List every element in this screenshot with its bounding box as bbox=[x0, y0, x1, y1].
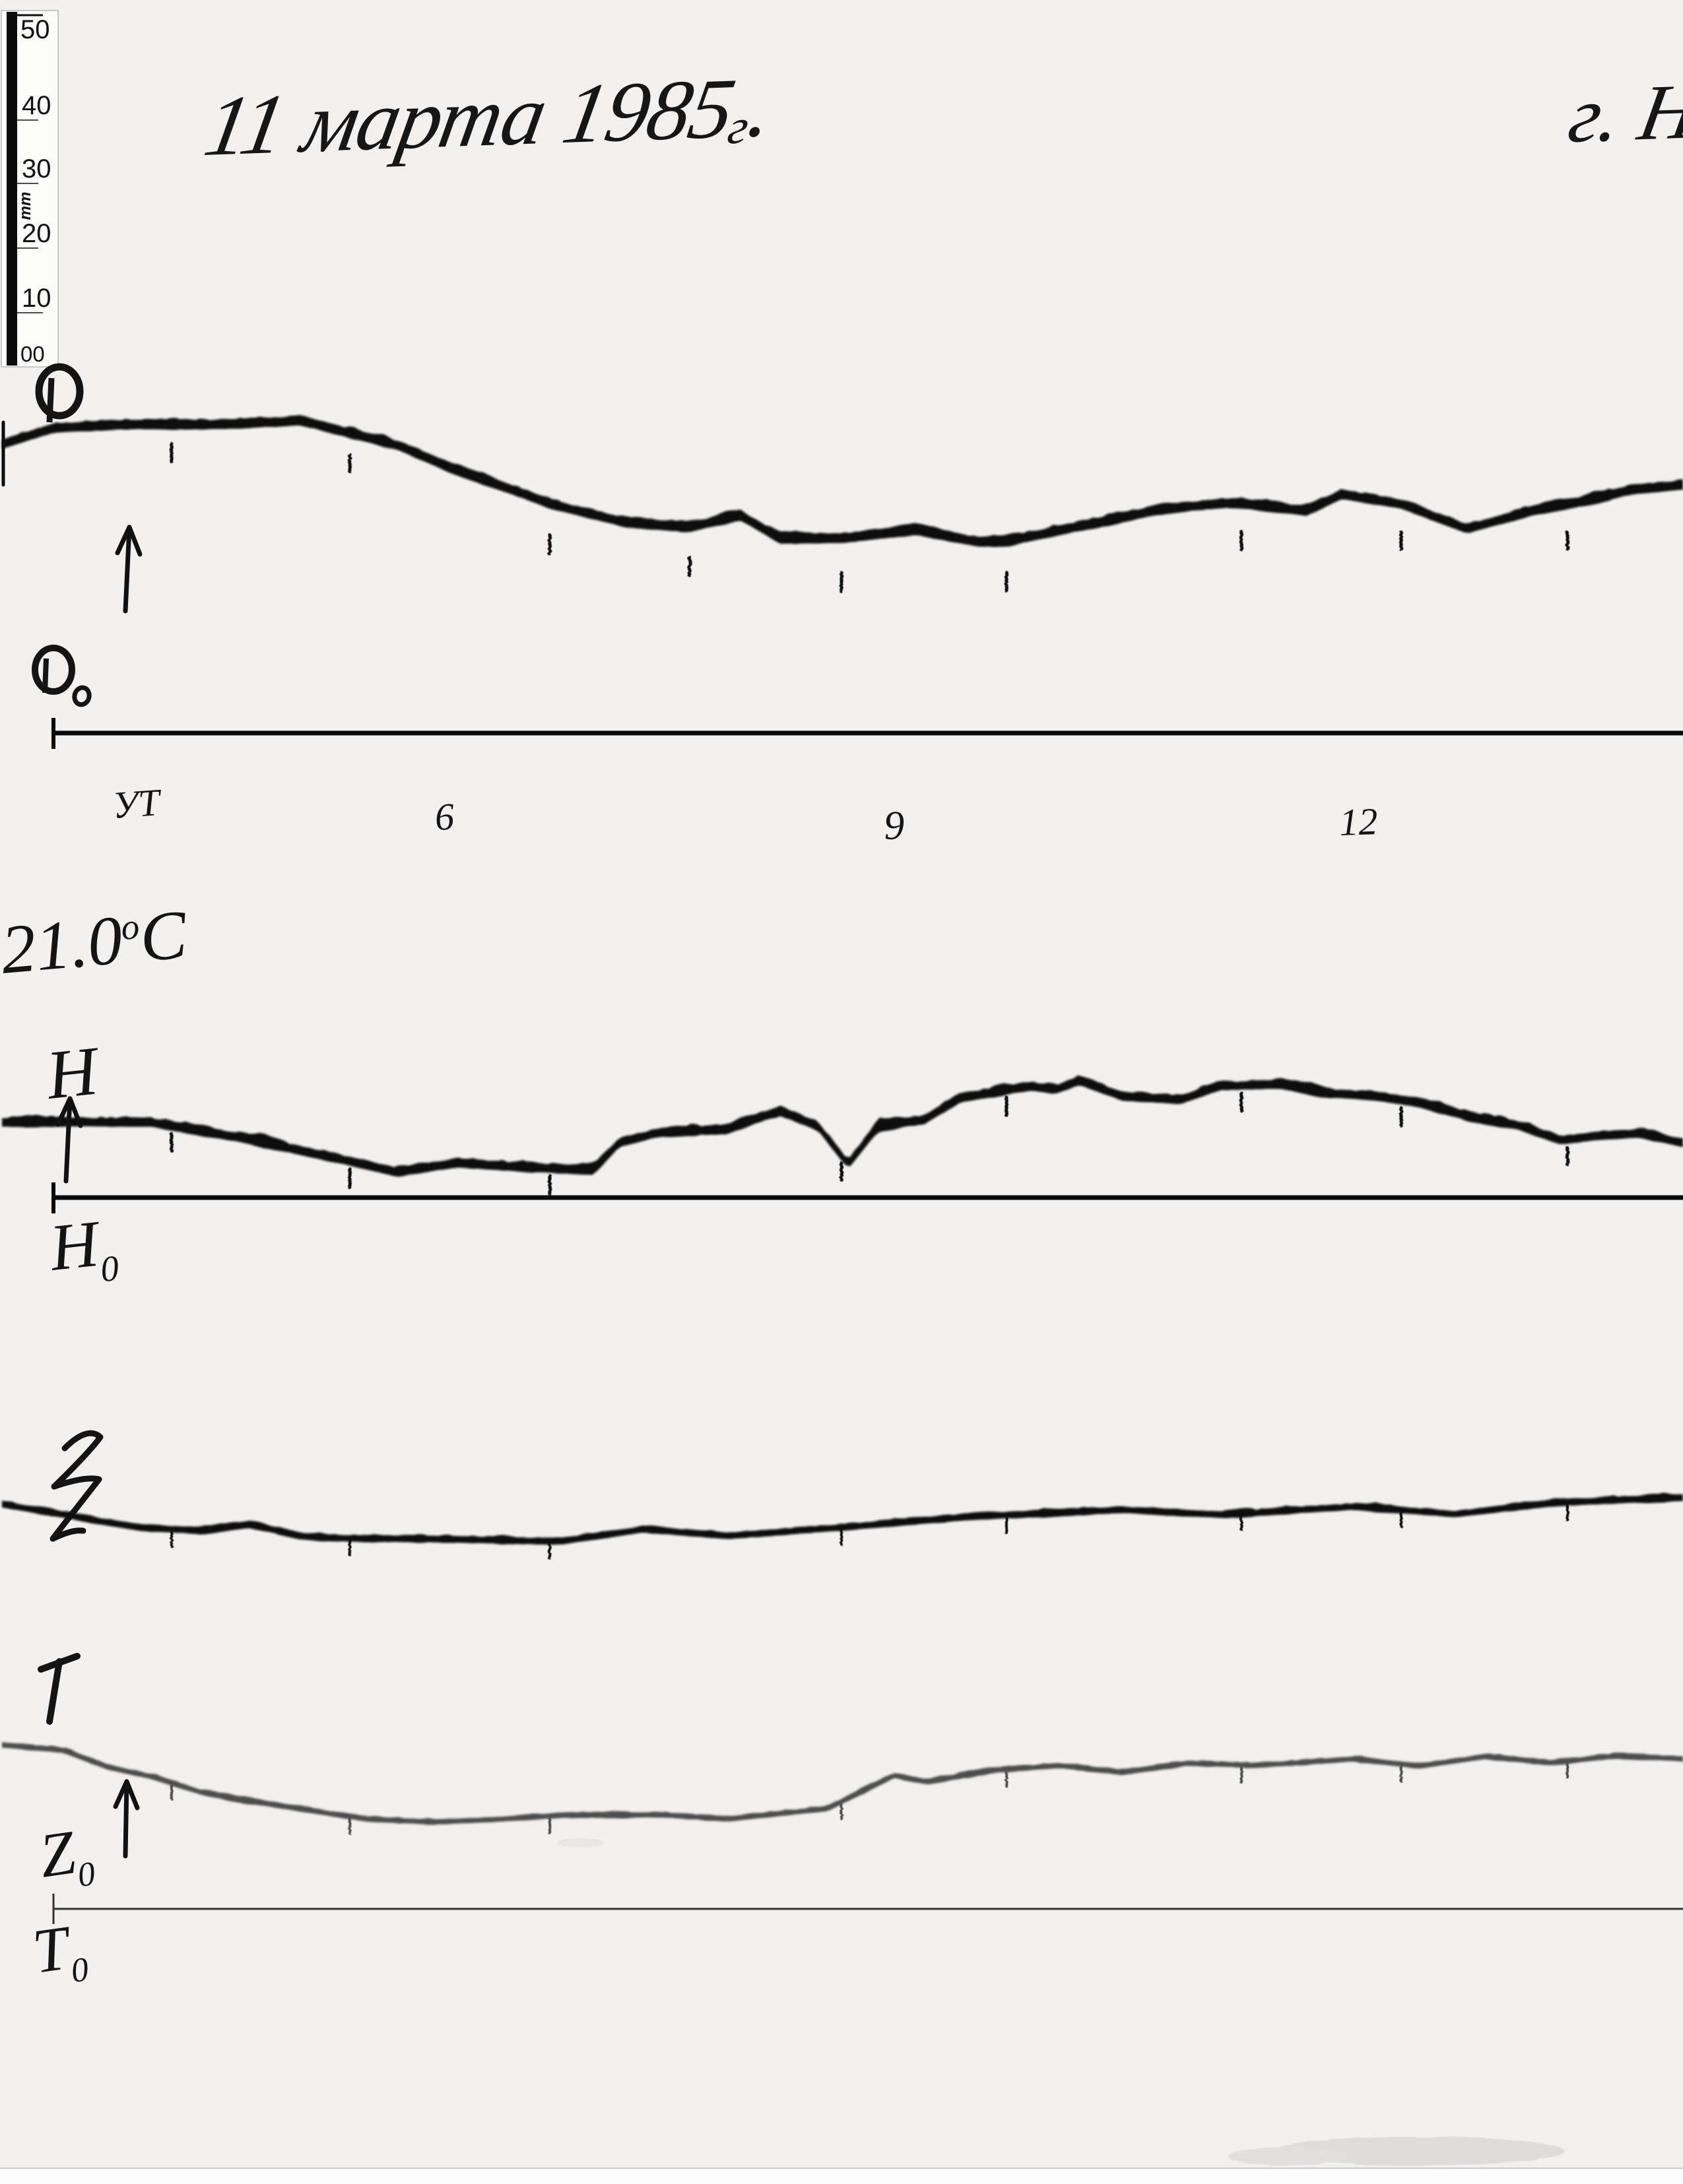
svg-text:6: 6 bbox=[434, 795, 455, 839]
svg-text:00: 00 bbox=[20, 342, 45, 366]
svg-text:11 марта 1985г.: 11 марта 1985г. bbox=[198, 60, 779, 174]
svg-text:30: 30 bbox=[22, 154, 51, 183]
svg-text:40: 40 bbox=[22, 91, 51, 120]
svg-text:г. Н: г. Н bbox=[1563, 67, 1683, 159]
svg-text:20: 20 bbox=[22, 219, 51, 248]
svg-text:50: 50 bbox=[20, 15, 50, 44]
svg-text:9: 9 bbox=[883, 803, 905, 849]
svg-text:УТ: УТ bbox=[111, 781, 163, 827]
svg-text:mm: mm bbox=[16, 192, 34, 220]
svg-text:12: 12 bbox=[1338, 800, 1378, 844]
svg-text:10: 10 bbox=[22, 284, 51, 313]
svg-text:21.0oC: 21.0oC bbox=[0, 895, 191, 988]
